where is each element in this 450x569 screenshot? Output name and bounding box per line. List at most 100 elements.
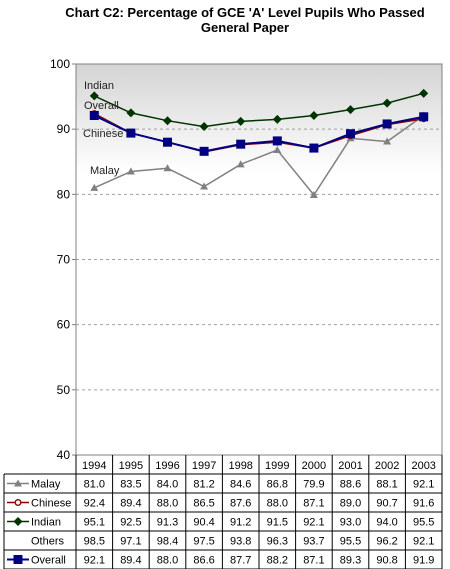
data-cell: 88.0: [157, 498, 178, 510]
triangle-marker: [236, 160, 245, 168]
year-header: 1998: [228, 460, 252, 472]
data-cell: 91.2: [230, 517, 251, 529]
data-cell: 88.6: [340, 479, 361, 491]
data-cell: 87.1: [303, 498, 324, 510]
annotation-chinese: Chinese: [83, 128, 123, 140]
data-cell: 96.3: [267, 536, 288, 548]
triangle-marker: [309, 190, 318, 198]
year-header: 2002: [375, 460, 399, 472]
triangle-marker: [14, 479, 22, 487]
square-marker: [199, 146, 209, 156]
square-marker: [309, 143, 319, 153]
data-cell: 90.8: [376, 555, 397, 567]
diamond-marker: [89, 91, 99, 101]
data-cell: 93.8: [230, 536, 251, 548]
square-marker: [272, 136, 282, 146]
data-cell: 97.1: [120, 536, 141, 548]
legend-label-chinese: Chinese: [31, 498, 71, 510]
square-marker: [126, 128, 136, 138]
data-cell: 84.0: [157, 479, 178, 491]
triangle-marker: [90, 183, 99, 191]
series-line-malay: [93, 114, 425, 197]
square-marker: [89, 110, 99, 120]
data-cell: 84.6: [230, 479, 251, 491]
data-cell: 89.4: [120, 555, 141, 567]
data-cell: 93.0: [340, 517, 361, 529]
circle-marker: [14, 499, 22, 506]
data-cell: 92.1: [413, 536, 434, 548]
y-tick-label: 60: [57, 318, 71, 332]
gridlines: [76, 128, 442, 391]
data-cell: 89.0: [340, 498, 361, 510]
data-cell: 86.8: [267, 479, 288, 491]
diamond-marker: [199, 122, 209, 132]
data-cell: 92.1: [303, 517, 324, 529]
data-cell: 91.9: [413, 555, 434, 567]
data-cell: 86.6: [193, 555, 214, 567]
triangle-marker: [273, 146, 282, 154]
year-header: 1996: [155, 460, 179, 472]
data-cell: 83.5: [120, 479, 141, 491]
data-cell: 94.0: [376, 517, 397, 529]
y-tick-label: 50: [57, 383, 71, 397]
y-tick-label: 100: [50, 57, 70, 71]
data-cell: 92.1: [84, 555, 105, 567]
diamond-marker: [309, 110, 319, 120]
data-cell: 88.1: [376, 479, 397, 491]
data-cell: 92.1: [413, 479, 434, 491]
year-header: 2003: [411, 460, 435, 472]
chart-title-line-2: General Paper: [200, 20, 290, 35]
annotation-indian: Indian: [84, 80, 114, 92]
data-cell: 86.5: [193, 498, 214, 510]
data-cell: 81.2: [193, 479, 214, 491]
chart-title-line-1: Chart C2: Percentage of GCE 'A' Level Pu…: [65, 5, 425, 20]
diamond-marker: [13, 517, 23, 526]
diamond-marker: [236, 116, 246, 126]
square-marker: [346, 129, 355, 139]
data-cell: 91.6: [413, 498, 434, 510]
data-cell: 88.0: [157, 555, 178, 567]
data-cell: 96.2: [376, 536, 397, 548]
square-marker: [236, 139, 246, 149]
square-marker: [13, 555, 23, 564]
data-cell: 91.5: [267, 517, 288, 529]
data-cell: 87.7: [230, 555, 251, 567]
triangle-marker: [200, 182, 209, 190]
legend-label-malay: Malay: [31, 479, 61, 491]
data-cell: 98.4: [157, 536, 178, 548]
data-cell: 89.3: [340, 555, 361, 567]
legend-label-others: Others: [31, 536, 65, 548]
square-marker: [163, 137, 172, 147]
data-cell: 97.5: [193, 536, 214, 548]
year-header: 1997: [192, 460, 216, 472]
data-cell: 95.5: [340, 536, 361, 548]
y-axis: 40 50 60 70 80 90 100: [50, 57, 76, 462]
data-cell: 88.2: [267, 555, 288, 567]
diamond-marker: [163, 116, 172, 126]
diamond-marker: [419, 88, 429, 98]
year-header: 1995: [119, 460, 143, 472]
series-line-indian: [93, 92, 424, 128]
series-annotations: Indian Overall Chinese Malay: [83, 80, 123, 177]
series-line-overall: [93, 114, 424, 153]
data-cell: 90.4: [193, 517, 214, 529]
data-cell: 87.6: [230, 498, 251, 510]
legend-label-overall: Overall: [31, 555, 66, 567]
data-table: 1994 1995 1996 1997 1998 1999 2000 2001 2002 2003…: [3, 455, 443, 569]
diamond-marker: [382, 98, 392, 108]
data-cell: 79.9: [303, 479, 324, 491]
y-tick-label: 90: [57, 122, 71, 136]
diamond-marker: [346, 105, 355, 115]
y-tick-label: 40: [57, 448, 71, 462]
diamond-marker: [126, 108, 136, 118]
data-cell: 95.5: [413, 517, 434, 529]
square-marker: [382, 119, 392, 129]
data-cell: 91.3: [157, 517, 178, 529]
year-header: 1999: [265, 460, 289, 472]
data-cell: 87.1: [303, 555, 324, 567]
legend-label-indian: Indian: [31, 517, 61, 529]
data-cell: 89.4: [120, 498, 141, 510]
data-cell: 93.7: [303, 536, 324, 548]
y-tick-label: 70: [57, 253, 71, 267]
